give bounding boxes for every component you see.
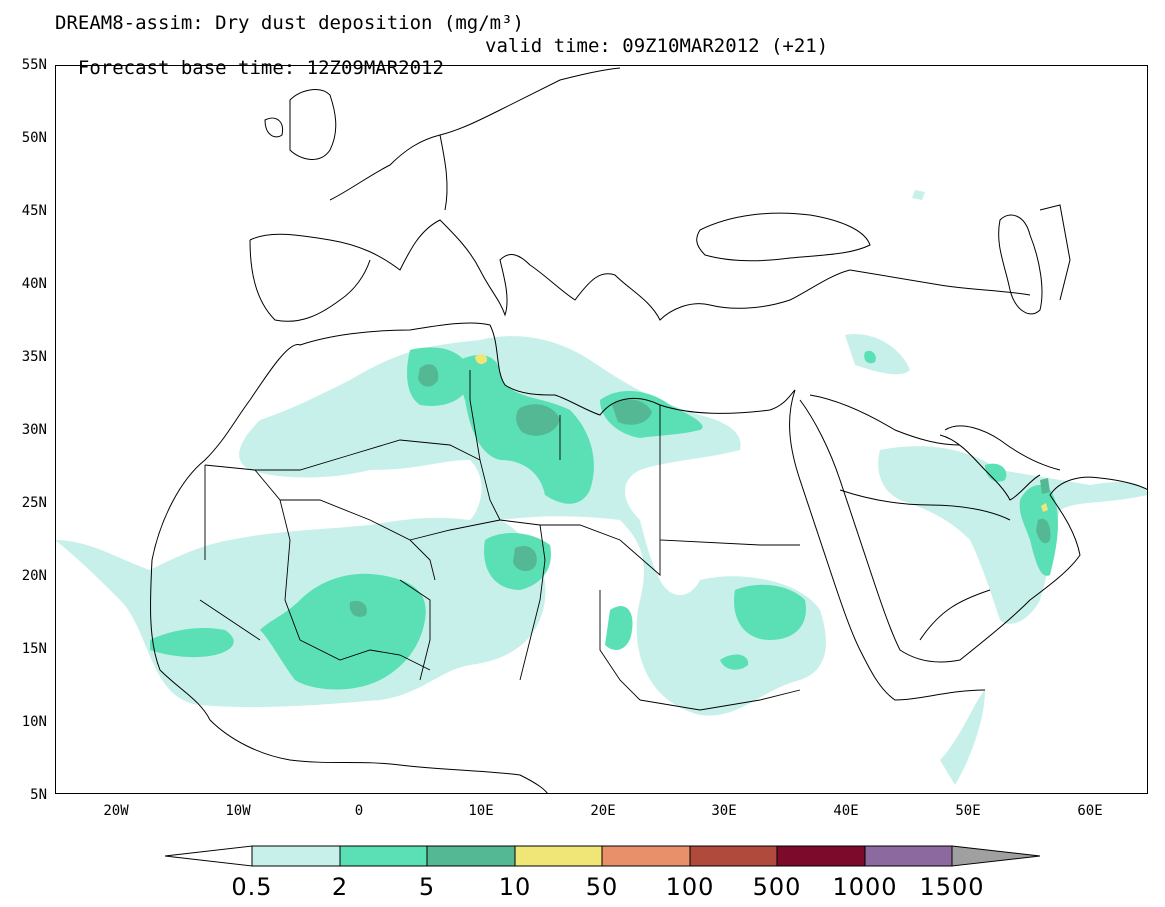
lat-label-40n: 40N bbox=[21, 276, 47, 292]
colorbar-label-1500: 1500 bbox=[919, 873, 985, 901]
lon-label-20w: 20W bbox=[103, 803, 129, 819]
forecast-base-time: Forecast base time: 12Z09MAR2012 bbox=[77, 57, 444, 79]
lat-label-5n: 5N bbox=[30, 787, 47, 803]
colorbar-label-0-5: 0.5 bbox=[231, 873, 273, 901]
country-borders bbox=[199, 370, 801, 711]
colorbar-label-5: 5 bbox=[418, 873, 436, 901]
lat-label-30n: 30N bbox=[21, 422, 47, 438]
lon-label-20e: 20E bbox=[590, 803, 616, 819]
colorbar-label-1000: 1000 bbox=[832, 873, 898, 901]
coastlines bbox=[149, 67, 1148, 794]
lon-label-50e: 50E bbox=[955, 803, 981, 819]
colorbar-label-2: 2 bbox=[331, 873, 349, 901]
dust-band-2 bbox=[150, 347, 1058, 690]
lat-label-25n: 25N bbox=[21, 495, 47, 511]
lat-label-45n: 45N bbox=[21, 203, 47, 219]
lon-label-0: 0 bbox=[354, 803, 364, 819]
valid-time: valid time: 09Z10MAR2012 (+21) bbox=[485, 35, 829, 57]
dust-band-10 bbox=[475, 354, 1048, 512]
lat-label-50n: 50N bbox=[21, 130, 47, 146]
lat-label-15n: 15N bbox=[21, 641, 47, 657]
lat-label-35n: 35N bbox=[21, 349, 47, 365]
colorbar-label-500: 500 bbox=[752, 873, 802, 901]
lon-label-30e: 30E bbox=[711, 803, 737, 819]
lon-label-60e: 60E bbox=[1077, 803, 1103, 819]
map-title: DREAM8-assim: Dry dust deposition (mg/m³… bbox=[55, 12, 524, 34]
lat-label-20n: 20N bbox=[21, 568, 47, 584]
lon-label-10e: 10E bbox=[468, 803, 494, 819]
lat-label-55n: 55N bbox=[21, 57, 47, 73]
lat-label-10n: 10N bbox=[21, 714, 47, 730]
lon-label-10w: 10W bbox=[225, 803, 251, 819]
map-subtitle: Forecast base time: 12Z09MAR2012 valid t… bbox=[55, 35, 828, 101]
map-frame bbox=[55, 65, 1148, 794]
colorbar-label-50: 50 bbox=[585, 873, 619, 901]
colorbar-label-10: 10 bbox=[498, 873, 532, 901]
colorbar-label-100: 100 bbox=[665, 873, 715, 901]
lon-label-40e: 40E bbox=[833, 803, 859, 819]
dust-band-5 bbox=[349, 364, 1051, 617]
